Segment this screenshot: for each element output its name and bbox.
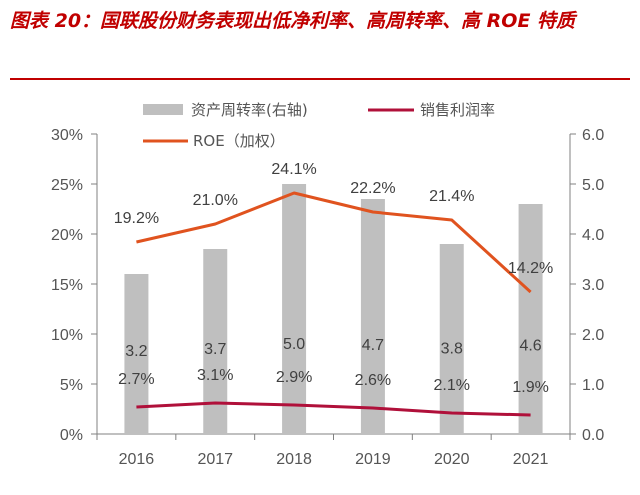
left-tick-label: 15% xyxy=(51,277,83,294)
turnover-data-label: 3.2 xyxy=(125,343,147,360)
legend-label-turnover: 资产周转率(右轴) xyxy=(191,101,308,119)
right-tick-label: 1.0 xyxy=(582,377,604,394)
legend: 资产周转率(右轴) 销售利润率 ROE（加权） xyxy=(143,101,495,150)
left-tick-label: 10% xyxy=(51,327,83,344)
roe-data-label: 19.2% xyxy=(114,210,159,227)
roe-line xyxy=(136,191,532,294)
roe-data-label: 22.2% xyxy=(350,180,395,197)
net-margin-data-label: 3.1% xyxy=(197,367,233,384)
net-margin-line xyxy=(136,401,531,417)
left-tick-label: 30% xyxy=(51,127,83,144)
turnover-bar xyxy=(124,274,149,434)
roe-data-label: 21.0% xyxy=(193,192,238,209)
left-tick-label: 25% xyxy=(51,177,83,194)
turnover-bar xyxy=(360,199,385,434)
x-tick-label: 2019 xyxy=(355,451,391,468)
right-tick-label: 0.0 xyxy=(582,427,604,444)
legend-label-net-margin: 销售利润率 xyxy=(420,101,495,119)
right-tick-label: 5.0 xyxy=(582,177,604,194)
turnover-data-label: 3.8 xyxy=(441,341,463,358)
right-tick-label: 4.0 xyxy=(582,227,604,244)
roe-data-label: 21.4% xyxy=(429,188,474,205)
turnover-data-label: 5.0 xyxy=(283,336,305,353)
net-margin-data-label: 2.6% xyxy=(355,372,391,389)
roe-data-label: 24.1% xyxy=(271,161,316,178)
turnover-data-label: 3.7 xyxy=(204,341,226,358)
turnover-data-label: 4.6 xyxy=(519,337,541,354)
net-margin-data-label: 2.9% xyxy=(276,369,312,386)
legend-swatch-turnover xyxy=(143,104,183,115)
turnover-bar xyxy=(439,244,464,434)
x-tick-label: 2020 xyxy=(434,451,470,468)
left-tick-label: 20% xyxy=(51,227,83,244)
turnover-data-label: 4.7 xyxy=(362,337,384,354)
title-underline xyxy=(10,78,630,80)
right-tick-label: 6.0 xyxy=(582,127,604,144)
chart-title: 图表 20：国联股份财务表现出低净利率、高周转率、高 ROE 特质 xyxy=(10,10,576,32)
x-tick-label: 2016 xyxy=(119,451,155,468)
turnover-bar xyxy=(282,184,307,434)
net-margin-data-label: 2.7% xyxy=(118,371,154,388)
roe-data-label: 14.2% xyxy=(508,260,553,277)
right-tick-label: 3.0 xyxy=(582,277,604,294)
left-tick-label: 5% xyxy=(60,377,83,394)
left-tick-label: 0% xyxy=(60,427,83,444)
x-tick-label: 2017 xyxy=(197,451,233,468)
turnover-bar xyxy=(518,204,543,434)
net-margin-data-label: 2.1% xyxy=(434,377,470,394)
net-margin-data-label: 1.9% xyxy=(512,379,548,396)
x-tick-label: 2021 xyxy=(513,451,549,468)
right-tick-label: 2.0 xyxy=(582,327,604,344)
x-tick-label: 2018 xyxy=(276,451,312,468)
legend-label-roe: ROE（加权） xyxy=(193,132,285,150)
